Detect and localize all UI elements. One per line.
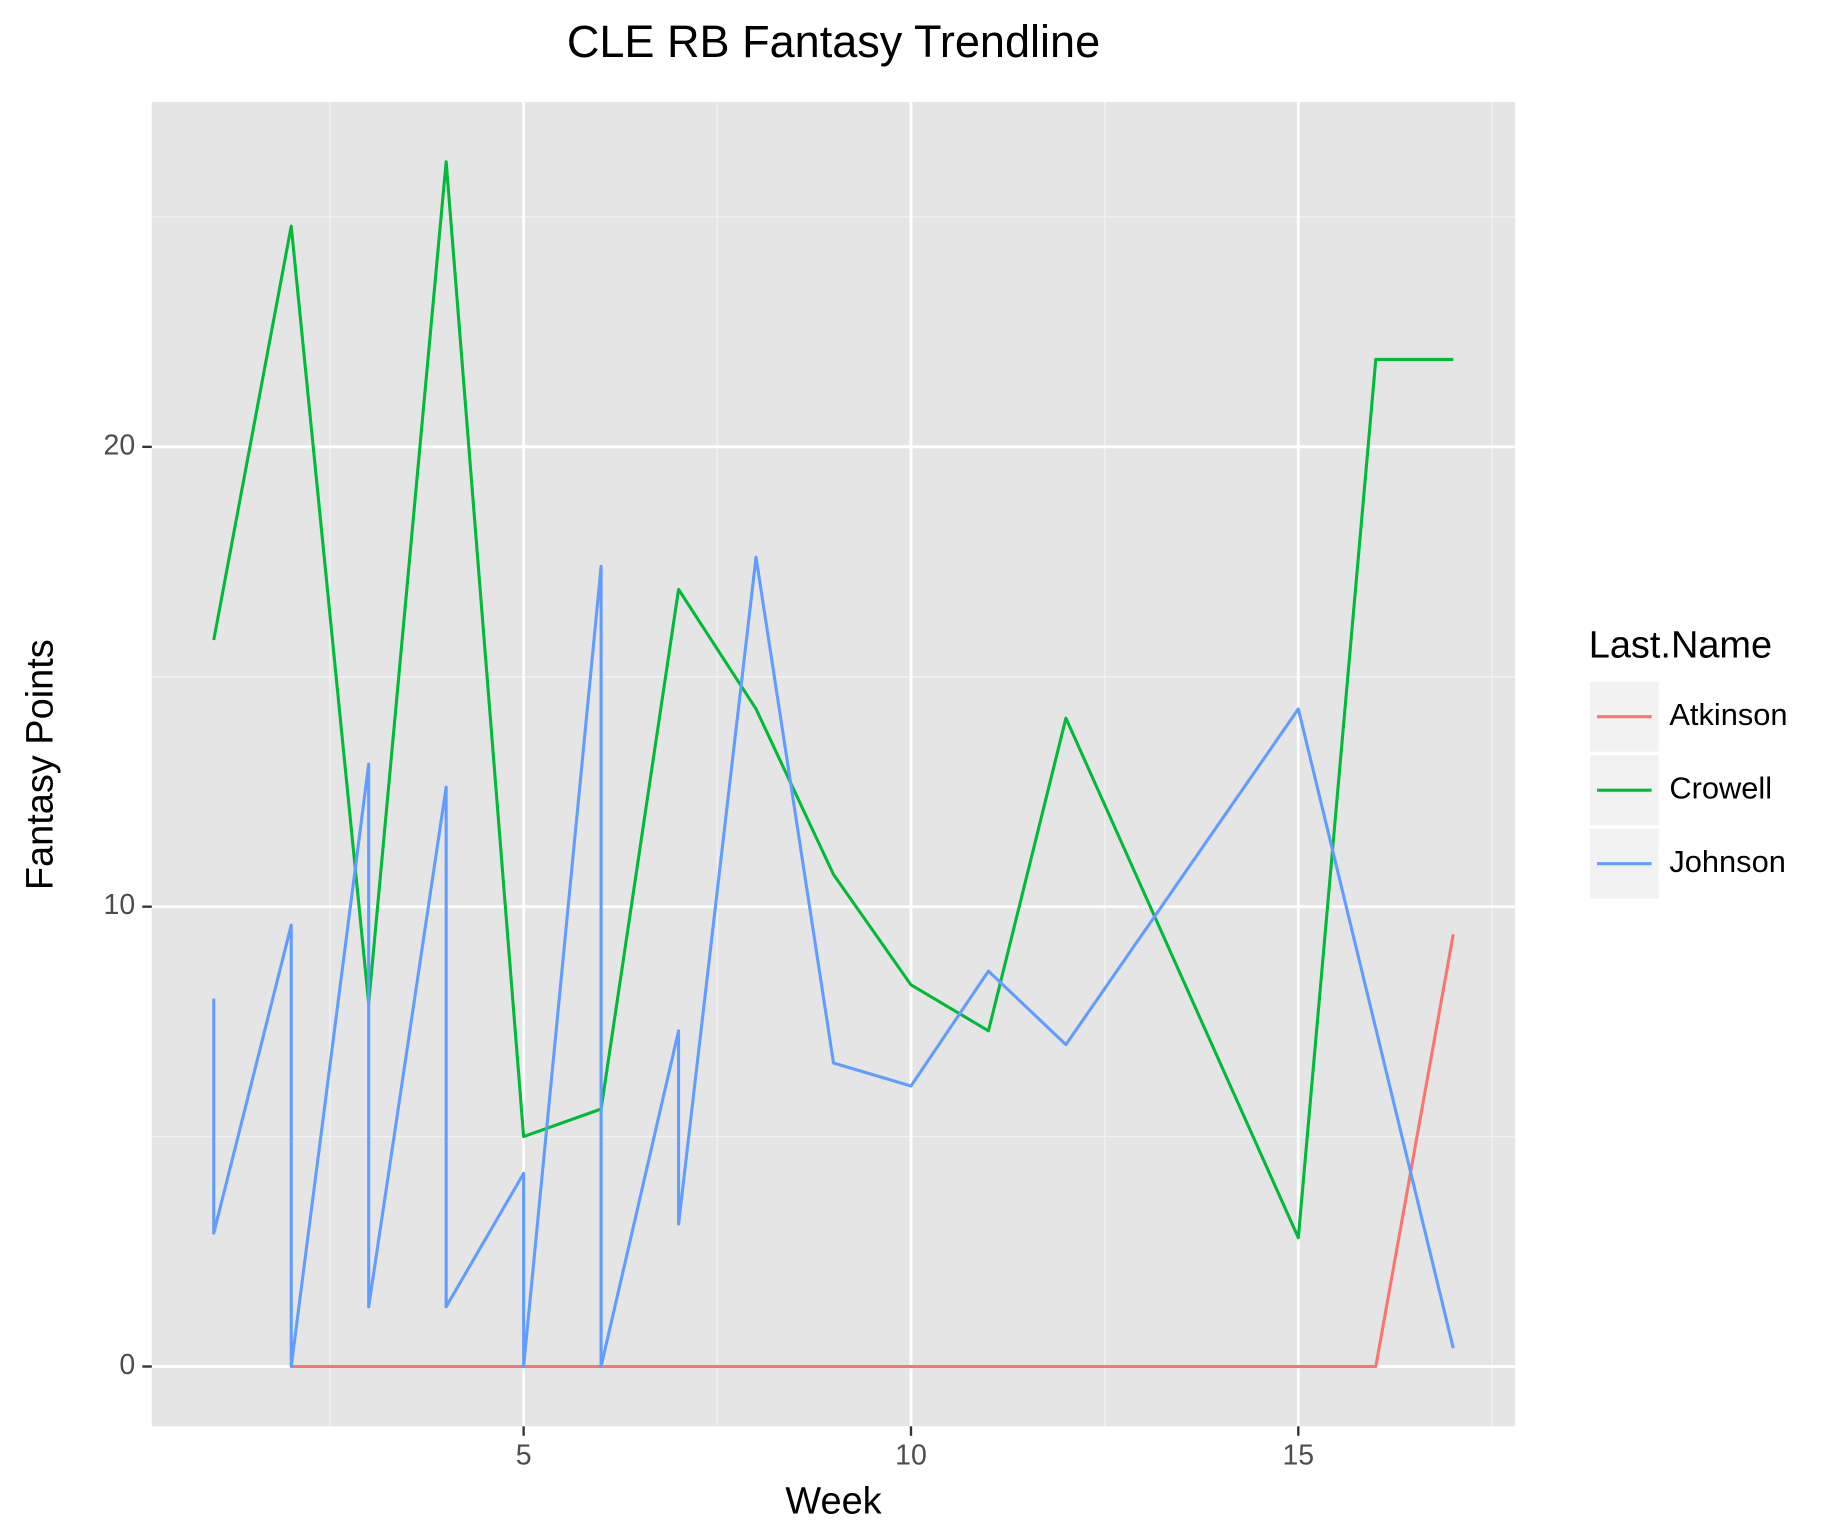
y-tick-label: 10 (104, 889, 136, 921)
legend-label: Johnson (1669, 844, 1785, 879)
x-axis-title: Week (785, 1480, 882, 1522)
x-tick-label: 10 (895, 1440, 927, 1472)
chart-title: CLE RB Fantasy Trendline (567, 16, 1100, 67)
x-tick-label: 15 (1283, 1440, 1315, 1472)
legend-label: Atkinson (1669, 697, 1787, 732)
legend-label: Crowell (1669, 770, 1772, 805)
series-line (212, 160, 1454, 1240)
series-line (291, 933, 1455, 1369)
y-tick-label: 20 (104, 429, 136, 461)
plot-panel (151, 101, 1516, 1427)
y-tick-label: 0 (119, 1349, 135, 1381)
legend-title: Last.Name (1589, 624, 1772, 666)
y-axis-title: Fantasy Points (20, 639, 62, 890)
series-line (212, 555, 1455, 1369)
x-tick-label: 5 (516, 1440, 532, 1472)
